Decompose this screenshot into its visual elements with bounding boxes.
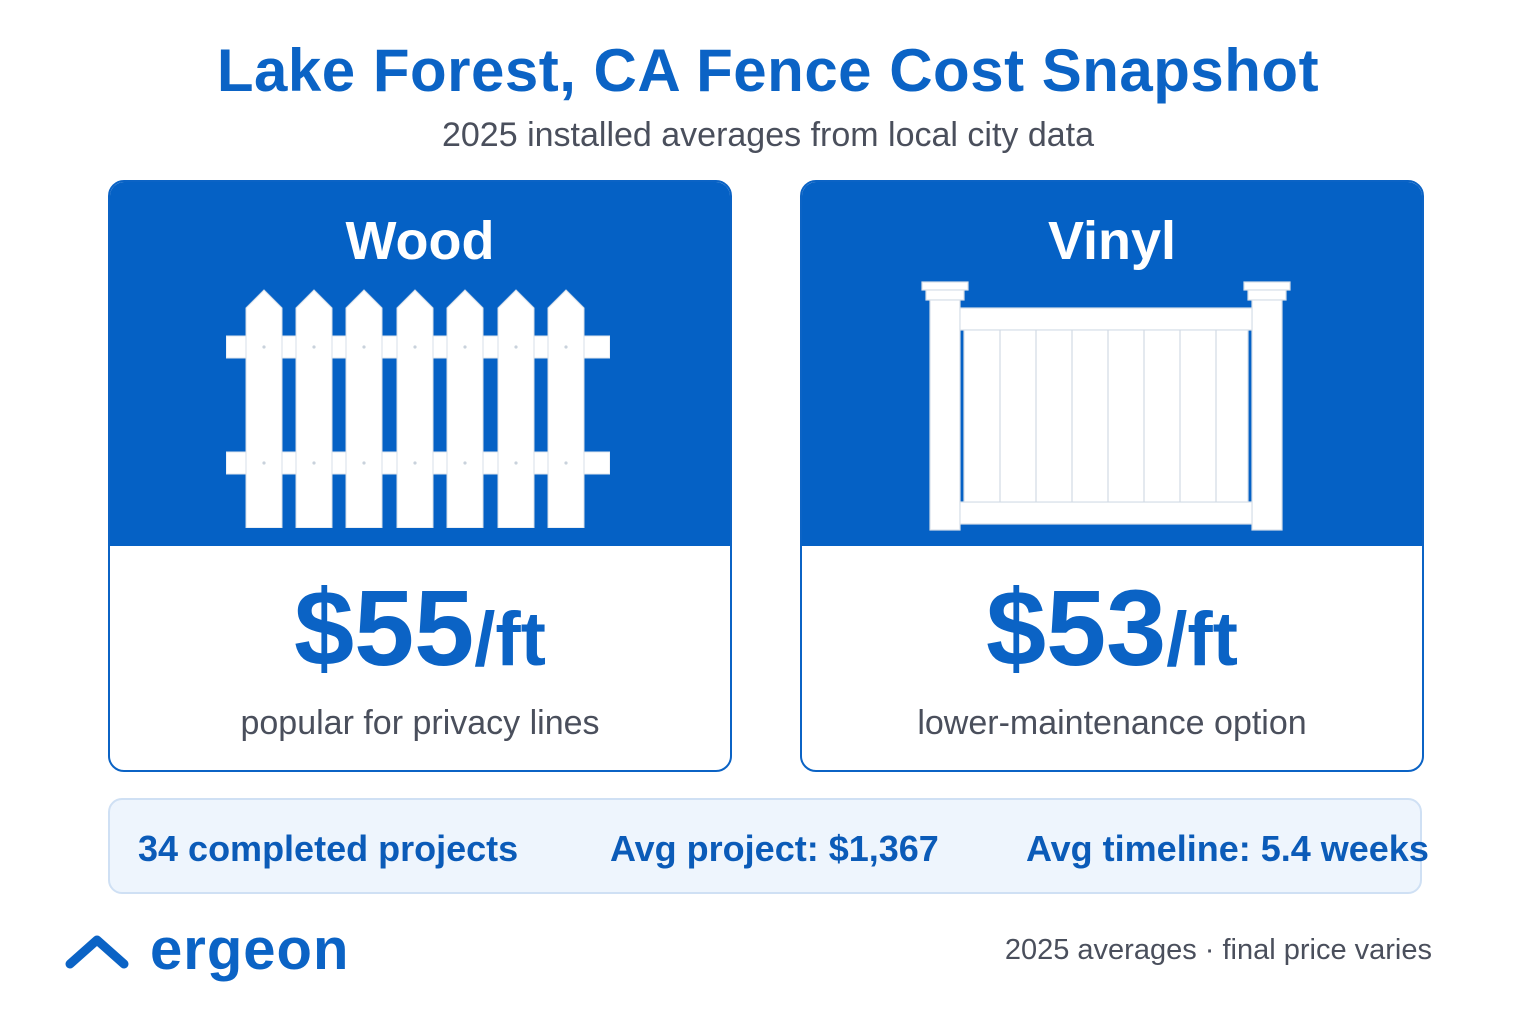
wood-caption: popular for privacy lines (240, 704, 600, 742)
stats-bar: 34 completed projects Avg project: $1,36… (108, 798, 1429, 894)
stat-projects: 34 completed projects (138, 828, 519, 869)
vinyl-fence-panel-icon (921, 281, 1291, 531)
chevron-roof-icon (65, 935, 129, 969)
vinyl-price: $53/ft (802, 574, 1422, 682)
page-subtitle: 2025 installed averages from local city … (441, 116, 1095, 154)
stat-avg-timeline: Avg timeline: 5.4 weeks (1026, 828, 1429, 869)
brand-name: ergeon (150, 917, 350, 982)
vinyl-card-header: Vinyl (802, 182, 1422, 546)
wood-card-title: Wood (345, 211, 495, 271)
vinyl-card-title: Vinyl (1047, 211, 1177, 271)
wood-price: $55/ft (110, 574, 730, 682)
wood-card: Wood (108, 180, 732, 772)
wood-price-unit: /ft (474, 597, 546, 682)
wood-card-header: Wood (110, 182, 730, 546)
vinyl-caption: lower-maintenance option (917, 704, 1307, 742)
vinyl-price-unit: /ft (1166, 597, 1238, 682)
wood-price-amount: $55 (294, 567, 475, 688)
page-title: Lake Forest, CA Fence Cost Snapshot (216, 37, 1320, 104)
footnote: 2025 averages · final price varies (1004, 934, 1432, 966)
stat-avg-project: Avg project: $1,367 (610, 828, 939, 869)
vinyl-price-amount: $53 (986, 567, 1167, 688)
vinyl-card: Vinyl (800, 180, 1424, 772)
picket-fence-icon (226, 289, 610, 528)
